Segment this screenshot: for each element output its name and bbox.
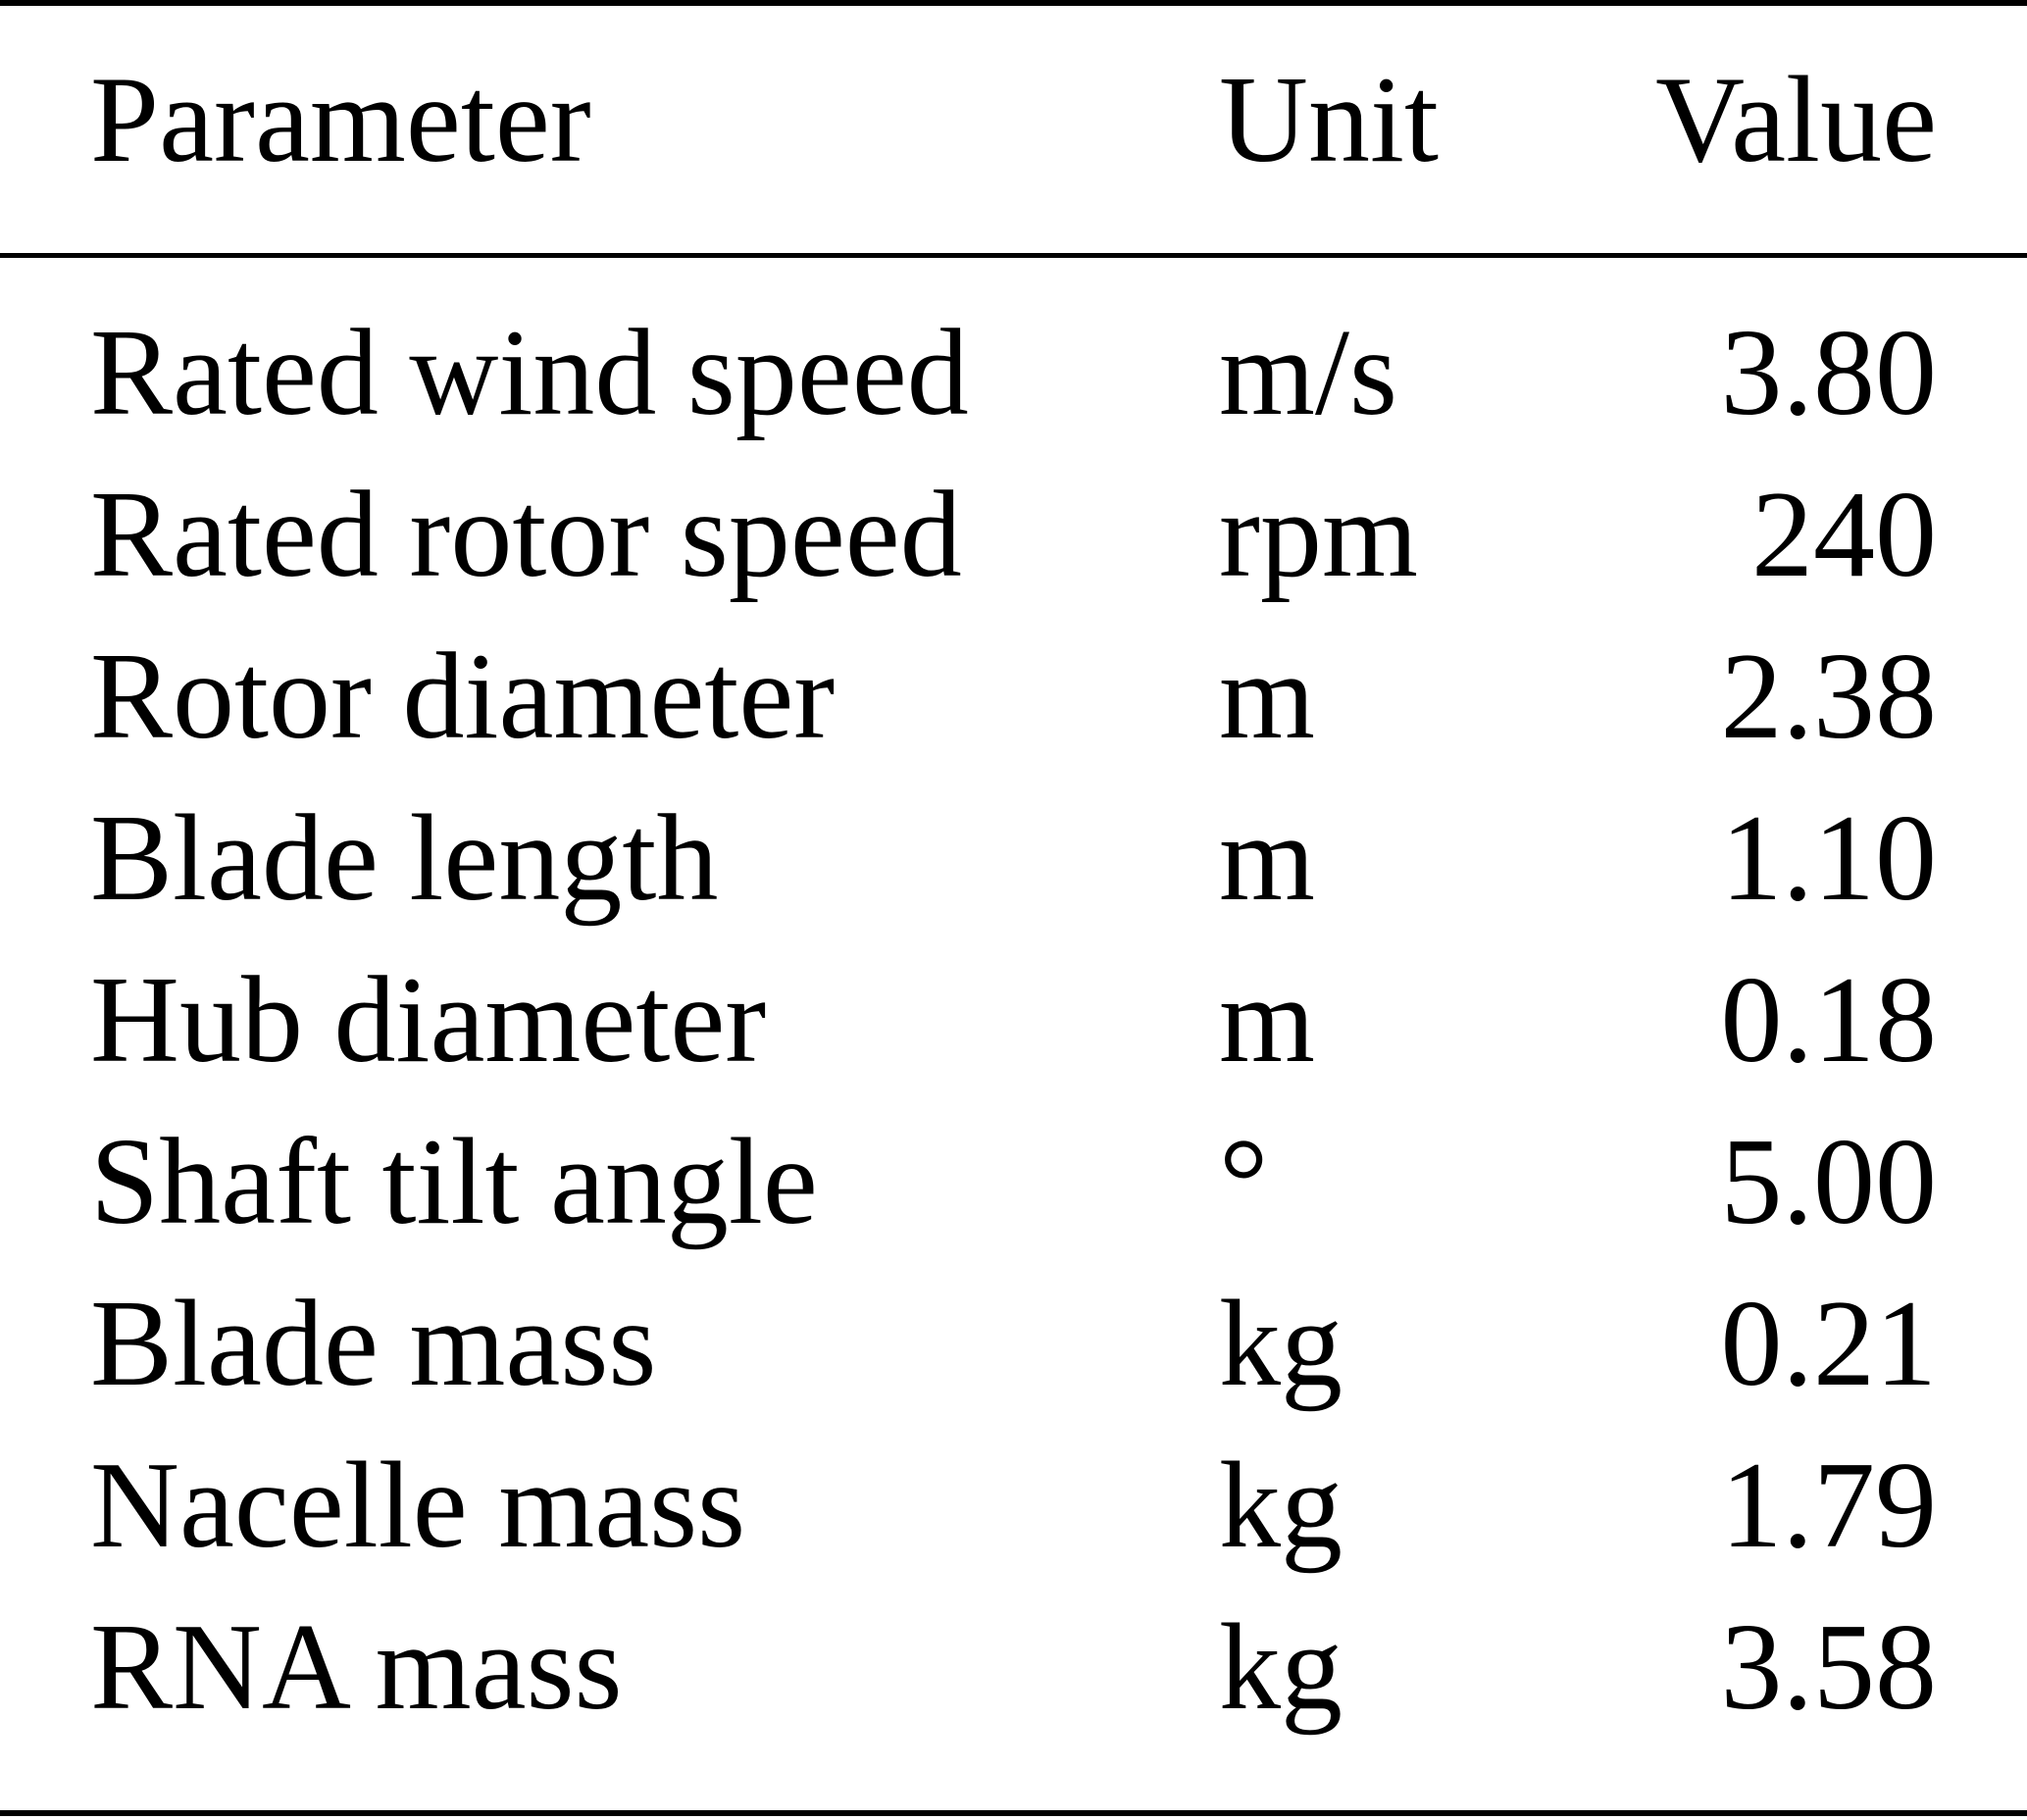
row-value: 0.21 (1720, 1276, 1938, 1412)
row-unit: kg (1219, 1438, 1343, 1574)
row-parameter: Rotor diameter (90, 629, 836, 765)
header-unit: Unit (1219, 52, 1440, 188)
row-unit: kg (1219, 1599, 1343, 1736)
row-parameter: RNA mass (90, 1599, 623, 1736)
row-unit: ° (1219, 1114, 1269, 1250)
row-value: 0.18 (1720, 952, 1938, 1088)
table-row: Rated rotor speed rpm 240 (0, 474, 2027, 635)
header-parameter: Parameter (90, 52, 591, 188)
table-row: Blade mass kg 0.21 (0, 1283, 2027, 1444)
table-row: Rated wind speed m/s 3.80 (0, 312, 2027, 474)
row-value: 3.80 (1720, 305, 1938, 441)
row-unit: m (1219, 952, 1316, 1088)
row-parameter: Hub diameter (90, 952, 767, 1088)
table-header-rule (0, 253, 2027, 258)
table-row: RNA mass kg 3.58 (0, 1606, 2027, 1768)
table-row: Shaft tilt angle ° 5.00 (0, 1121, 2027, 1283)
table-bottom-rule (0, 1810, 2027, 1816)
row-unit: m/s (1219, 305, 1398, 441)
row-parameter: Shaft tilt angle (90, 1114, 818, 1250)
table-top-rule (0, 0, 2027, 6)
table-row: Blade length m 1.10 (0, 797, 2027, 959)
row-parameter: Rated rotor speed (90, 467, 962, 603)
row-value: 1.79 (1720, 1438, 1938, 1574)
row-value: 240 (1751, 467, 1937, 603)
row-parameter: Rated wind speed (90, 305, 969, 441)
row-parameter: Blade mass (90, 1276, 657, 1412)
row-value: 5.00 (1720, 1114, 1938, 1250)
header-value: Value (1655, 52, 1937, 188)
row-parameter: Nacelle mass (90, 1438, 746, 1574)
table-row: Rotor diameter m 2.38 (0, 635, 2027, 797)
row-value: 1.10 (1720, 790, 1938, 927)
row-value: 2.38 (1720, 629, 1938, 765)
row-unit: m (1219, 629, 1316, 765)
row-value: 3.58 (1720, 1599, 1938, 1736)
table-row: Hub diameter m 0.18 (0, 959, 2027, 1121)
row-unit: kg (1219, 1276, 1343, 1412)
row-unit: m (1219, 790, 1316, 927)
row-parameter: Blade length (90, 790, 719, 927)
row-unit: rpm (1219, 467, 1418, 603)
table-row: Nacelle mass kg 1.79 (0, 1444, 2027, 1606)
